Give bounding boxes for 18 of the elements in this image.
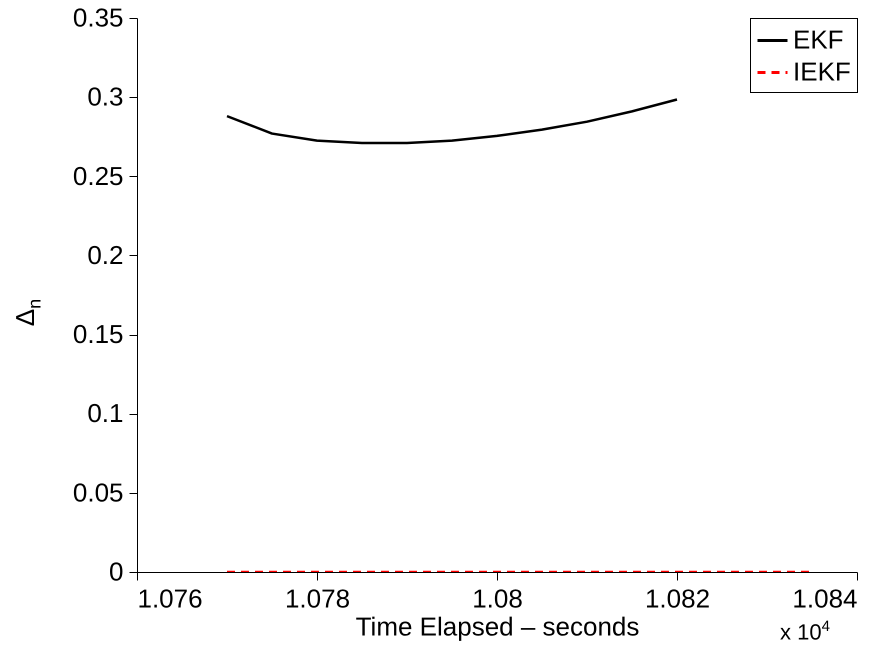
y-tick-label: 0.05 [72, 477, 124, 508]
x-tick-label: 1.08 [472, 584, 523, 614]
line-series [226, 98, 678, 144]
x-tick-label: 1.084 [792, 584, 858, 614]
y-tick-label: 0.35 [72, 2, 124, 32]
y-tick-label: 0.3 [87, 82, 124, 112]
y-tick-label: 0.1 [87, 398, 124, 428]
x-axis-title: Time Elapsed – seconds [356, 612, 640, 642]
y-tick-label: 0.2 [87, 240, 124, 270]
legend-label: EKF [793, 24, 844, 54]
y-tick-label: 0.15 [72, 319, 124, 350]
legend-label: IEKF [793, 56, 851, 86]
y-tick-label: 0 [109, 556, 124, 586]
x-tick-label: 1.078 [284, 584, 350, 614]
y-tick-label: 0.25 [72, 160, 124, 191]
x-tick-label: 1.082 [644, 584, 710, 614]
x-tick-label: 1.076 [138, 584, 203, 614]
text: x 10$^{4}$ [780, 618, 830, 646]
